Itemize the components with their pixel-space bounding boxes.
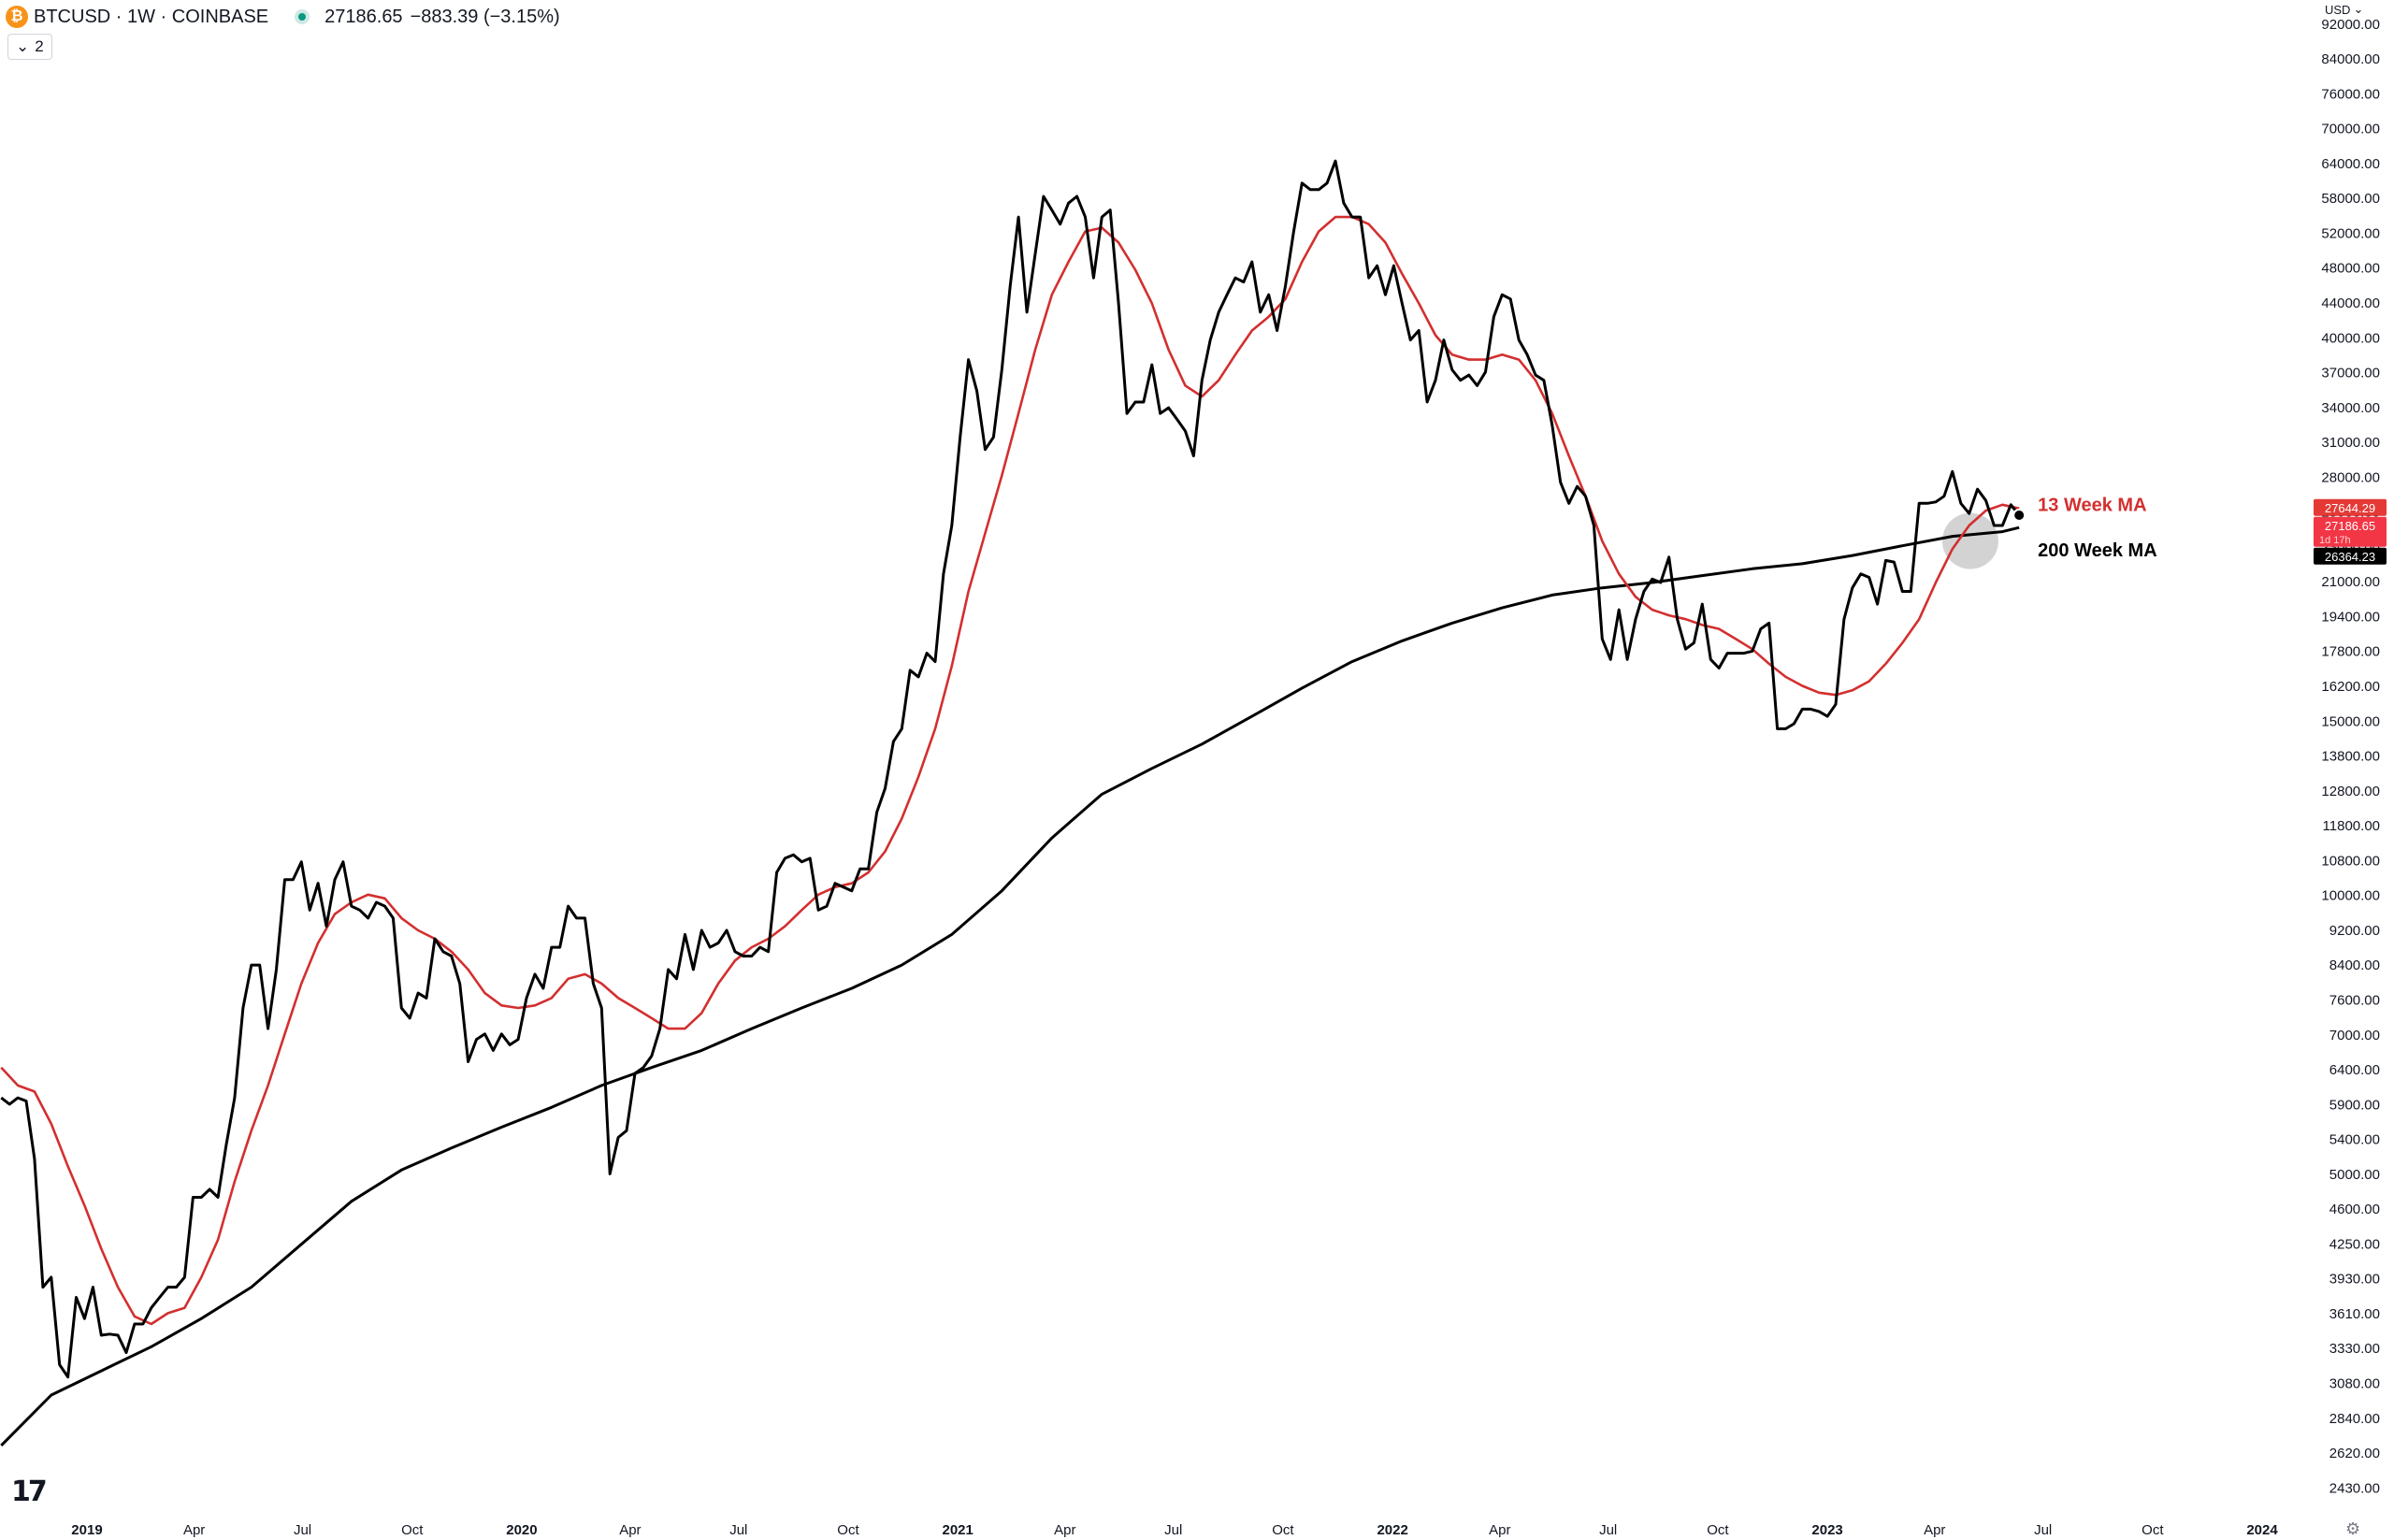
y-tick-label: 37000.00: [2321, 366, 2380, 381]
y-tick-label: 2620.00: [2329, 1446, 2380, 1461]
y-tick-label: 52000.00: [2321, 225, 2380, 241]
x-tick-label: Jul: [2034, 1522, 2052, 1538]
y-tick-label: 4600.00: [2329, 1202, 2380, 1217]
y-tick-label: 8400.00: [2329, 957, 2380, 973]
y-tick-label: 2430.00: [2329, 1480, 2380, 1496]
last-price-marker: [2012, 508, 2026, 522]
bitcoin-icon: ₿: [6, 6, 28, 28]
y-tick-label: 4250.00: [2329, 1236, 2380, 1252]
x-tick-label: Jul: [294, 1522, 311, 1538]
tradingview-logo-icon[interactable]: 17: [11, 1475, 48, 1508]
x-tick-label: Jul: [729, 1522, 747, 1538]
x-tick-label: Oct: [1707, 1522, 1729, 1538]
price-tag: [2314, 547, 2387, 565]
y-tick-label: 9200.00: [2329, 923, 2380, 939]
crossover-highlight: [1941, 512, 1998, 569]
x-tick-label: Apr: [1924, 1522, 1945, 1538]
x-tick-label: Oct: [2142, 1522, 2164, 1538]
symbol-header: ₿ BTCUSD · 1W · COINBASE 27186.65 −883.3…: [6, 4, 560, 30]
x-tick-label: Apr: [1054, 1522, 1075, 1538]
market-status-icon: [295, 9, 310, 24]
y-tick-label: 5400.00: [2329, 1132, 2380, 1148]
y-tick-label: 84000.00: [2321, 51, 2380, 67]
indicator-count: 2: [35, 37, 44, 55]
y-tick-label: 15000.00: [2321, 713, 2380, 729]
y-tick-label: 11800.00: [2323, 818, 2380, 834]
series-line-price: [0, 159, 2021, 1379]
x-tick-label: Jul: [1164, 1522, 1182, 1538]
y-tick-label: 17800.00: [2321, 644, 2380, 660]
price-change: −883.39 (−3.15%): [410, 6, 560, 27]
y-tick-label: 7000.00: [2329, 1028, 2380, 1043]
series-line-ma13: [0, 215, 2020, 1326]
y-tick-label: 3930.00: [2329, 1272, 2380, 1288]
currency-selector[interactable]: USD ⌄: [2325, 2, 2363, 17]
y-tick-label: 5900.00: [2329, 1097, 2380, 1113]
y-tick-label: 40000.00: [2321, 330, 2380, 346]
y-tick-label: 10000.00: [2321, 888, 2380, 904]
x-tick-label: 2020: [506, 1522, 537, 1538]
price-tag: [2314, 516, 2387, 547]
y-tick-label: 12800.00: [2321, 784, 2380, 799]
indicators-toggle-button[interactable]: ⌄ 2: [7, 34, 52, 60]
x-tick-label: 2023: [1811, 1522, 1842, 1538]
chevron-down-icon: ⌄: [16, 37, 30, 55]
x-tick-label: Apr: [183, 1522, 205, 1538]
y-tick-label: 44000.00: [2321, 295, 2380, 311]
x-tick-label: Oct: [1272, 1522, 1294, 1538]
y-tick-label: 13800.00: [2321, 749, 2380, 765]
y-tick-label: 58000.00: [2321, 191, 2380, 207]
y-tick-label: 28000.00: [2321, 469, 2380, 485]
price-tag-label: 27186.65: [2325, 519, 2375, 533]
chevron-down-icon: ⌄: [2353, 2, 2364, 16]
y-tick-label: 31000.00: [2321, 435, 2380, 451]
currency-label: USD: [2325, 2, 2351, 17]
y-tick-label: 3330.00: [2329, 1341, 2380, 1357]
y-tick-label: 92000.00: [2321, 17, 2380, 33]
y-tick-label: 2840.00: [2329, 1411, 2380, 1427]
y-tick-label: 7600.00: [2329, 992, 2380, 1008]
price-tag: [2314, 498, 2387, 516]
x-tick-label: 2022: [1377, 1522, 1407, 1538]
x-tick-label: Apr: [1489, 1522, 1510, 1538]
y-tick-label: 16200.00: [2321, 679, 2380, 695]
y-tick-label: 3080.00: [2329, 1375, 2380, 1391]
gear-icon[interactable]: ⚙: [2345, 1519, 2361, 1538]
y-tick-label: 10800.00: [2321, 853, 2380, 869]
x-tick-label: 2021: [942, 1522, 973, 1538]
y-tick-label: 3610.00: [2329, 1306, 2380, 1322]
series-line-ma200: [0, 525, 2020, 1446]
price-tag-countdown: 1d 17h: [2319, 535, 2351, 546]
x-tick-label: 2024: [2246, 1522, 2278, 1538]
y-tick-label: 76000.00: [2321, 86, 2380, 102]
y-tick-label: 64000.00: [2321, 156, 2380, 172]
y-tick-label: 34000.00: [2321, 400, 2380, 416]
y-tick-label: 5000.00: [2329, 1167, 2380, 1183]
x-tick-label: Jul: [1599, 1522, 1617, 1538]
price-tag-label: 27644.29: [2325, 501, 2375, 515]
x-tick-label: Apr: [619, 1522, 641, 1538]
x-tick-label: Oct: [837, 1522, 859, 1538]
y-tick-label: 48000.00: [2321, 261, 2380, 277]
y-tick-label: 19400.00: [2321, 609, 2380, 625]
y-tick-label: 70000.00: [2321, 122, 2380, 137]
last-price: 27186.65: [324, 6, 403, 27]
y-tick-label: 21000.00: [2321, 574, 2380, 590]
ma13-label: 13 Week MA: [2038, 495, 2146, 515]
x-tick-label: Oct: [401, 1522, 424, 1538]
symbol-title[interactable]: BTCUSD · 1W · COINBASE: [34, 6, 269, 27]
price-tag-label: 26364.23: [2325, 550, 2375, 564]
y-tick-label: 6400.00: [2329, 1062, 2380, 1078]
x-tick-label: 2019: [71, 1522, 102, 1538]
ma200-label: 200 Week MA: [2038, 540, 2156, 561]
